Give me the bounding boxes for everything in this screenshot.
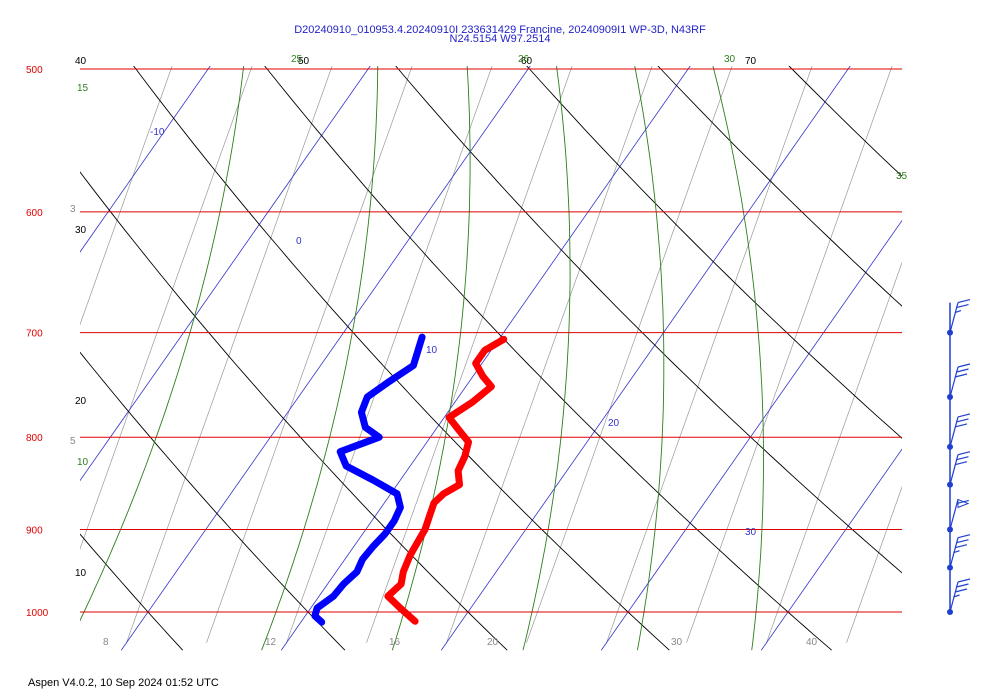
chart-subtitle: N24.5154 W97.2514	[449, 33, 551, 45]
moist-adiabat-label: 15	[77, 83, 89, 94]
pressure-label: 900	[26, 525, 43, 536]
wind-barb	[947, 413, 971, 450]
dry-adiabat-label: 10	[75, 568, 87, 579]
dry-adiabat-line	[264, 66, 832, 651]
isobars	[80, 68, 902, 613]
chart-title: D20240910_010953.4.20240910I 233631429 F…	[294, 24, 706, 36]
moist-adiabat-line	[80, 66, 245, 622]
mixing-ratio-line	[80, 66, 173, 326]
pressure-label: 800	[26, 433, 43, 444]
mixing-ratio-line	[846, 486, 902, 643]
isotherm-label: 10	[426, 345, 438, 356]
wind-barb	[947, 451, 971, 488]
pressure-label: 700	[26, 329, 43, 340]
isotherm-label: 30	[745, 527, 757, 538]
moist-adiabat-label: 35	[896, 171, 908, 182]
mixing-ratio-line	[926, 37, 1000, 643]
dry-adiabat-label: 20	[75, 396, 87, 407]
wind-barb	[947, 578, 971, 615]
pressure-label: 500	[26, 65, 43, 76]
isotherm-line	[921, 37, 1000, 650]
dry-adiabat-line	[526, 66, 902, 439]
dry-adiabat-line	[890, 37, 1000, 650]
mixing-ratio-label: 5	[70, 436, 76, 447]
dry-adiabat-line	[80, 533, 184, 651]
isotherm-line	[120, 66, 531, 651]
pressure-label: 1000	[26, 608, 49, 619]
dry-adiabat-line	[80, 171, 508, 651]
mixing-ratio-line	[286, 66, 493, 643]
wind-barb	[947, 534, 971, 571]
moist-adiabat-line	[522, 66, 571, 651]
dry-adiabat-label: 40	[75, 56, 87, 67]
isotherm-line	[80, 66, 371, 482]
isotherm-line	[0, 37, 70, 650]
mixing-ratio-lines	[80, 37, 1000, 643]
isotherm-line	[440, 66, 851, 651]
temperature-tick-label: 16	[389, 637, 401, 648]
moist-adiabat-label: 10	[77, 457, 89, 468]
moist-adiabat-line	[261, 66, 379, 651]
dry-adiabat-line	[133, 66, 670, 651]
moist-adiabat-line	[634, 66, 665, 651]
dewpoint-trace	[311, 333, 426, 626]
mixing-ratio-line	[126, 66, 333, 643]
wind-barb	[947, 363, 971, 401]
isotherm-line	[80, 66, 211, 253]
sounding-traces	[311, 333, 508, 626]
isotherm-line	[760, 448, 902, 651]
mixing-ratio-label: 3	[70, 204, 76, 215]
dry-adiabat-line	[657, 66, 902, 307]
wind-barbs	[947, 299, 971, 615]
dry-adiabat-line	[0, 37, 20, 650]
mixing-ratio-line	[766, 261, 902, 643]
temperature-tick-label: 12	[265, 637, 277, 648]
temperature-tick-label: 40	[806, 637, 818, 648]
wind-barb	[947, 498, 970, 533]
dry-adiabat-label: 50	[298, 56, 310, 67]
moist-adiabat-line	[712, 66, 764, 651]
mixing-ratio-line	[80, 66, 253, 550]
isotherm-label: 20	[608, 418, 620, 429]
mixing-ratio-line	[206, 66, 413, 643]
dry-adiabat-line	[395, 66, 902, 574]
dry-adiabat-label: 70	[745, 56, 757, 67]
pressure-label: 600	[26, 208, 43, 219]
mixing-ratio-line	[526, 66, 733, 643]
footer-version: Aspen V4.0.2, 10 Sep 2024 01:52 UTC	[28, 677, 219, 689]
isotherm-label: 0	[296, 236, 302, 247]
dry-adiabat-line	[80, 351, 346, 651]
isotherm-label: -10	[150, 127, 165, 138]
dry-adiabats	[0, 37, 1000, 651]
moist-adiabat-line	[391, 66, 471, 651]
temperature-tick-label: 30	[671, 637, 683, 648]
dry-adiabat-label: 60	[521, 56, 533, 67]
wind-barb	[947, 299, 971, 336]
temperature-tick-label: 20	[487, 637, 499, 648]
isotherm-line	[600, 219, 902, 651]
mixing-ratio-line	[366, 66, 573, 643]
moist-adiabat-label: 30	[724, 54, 736, 65]
mixing-ratio-line	[446, 66, 653, 643]
mixing-ratio-line	[606, 66, 813, 643]
temperature-trace	[384, 335, 508, 625]
moist-adiabat-label: 25	[291, 54, 303, 65]
moist-adiabat-label: 26	[518, 54, 530, 65]
dry-adiabat-label: 30	[75, 225, 87, 236]
moist-adiabats	[80, 66, 764, 651]
temperature-tick-label: 8	[103, 637, 109, 648]
axis-labels: 500 600 700 800 900 1000 -10 0 10 20 30 40 30 20 10 70 6…	[26, 54, 908, 648]
